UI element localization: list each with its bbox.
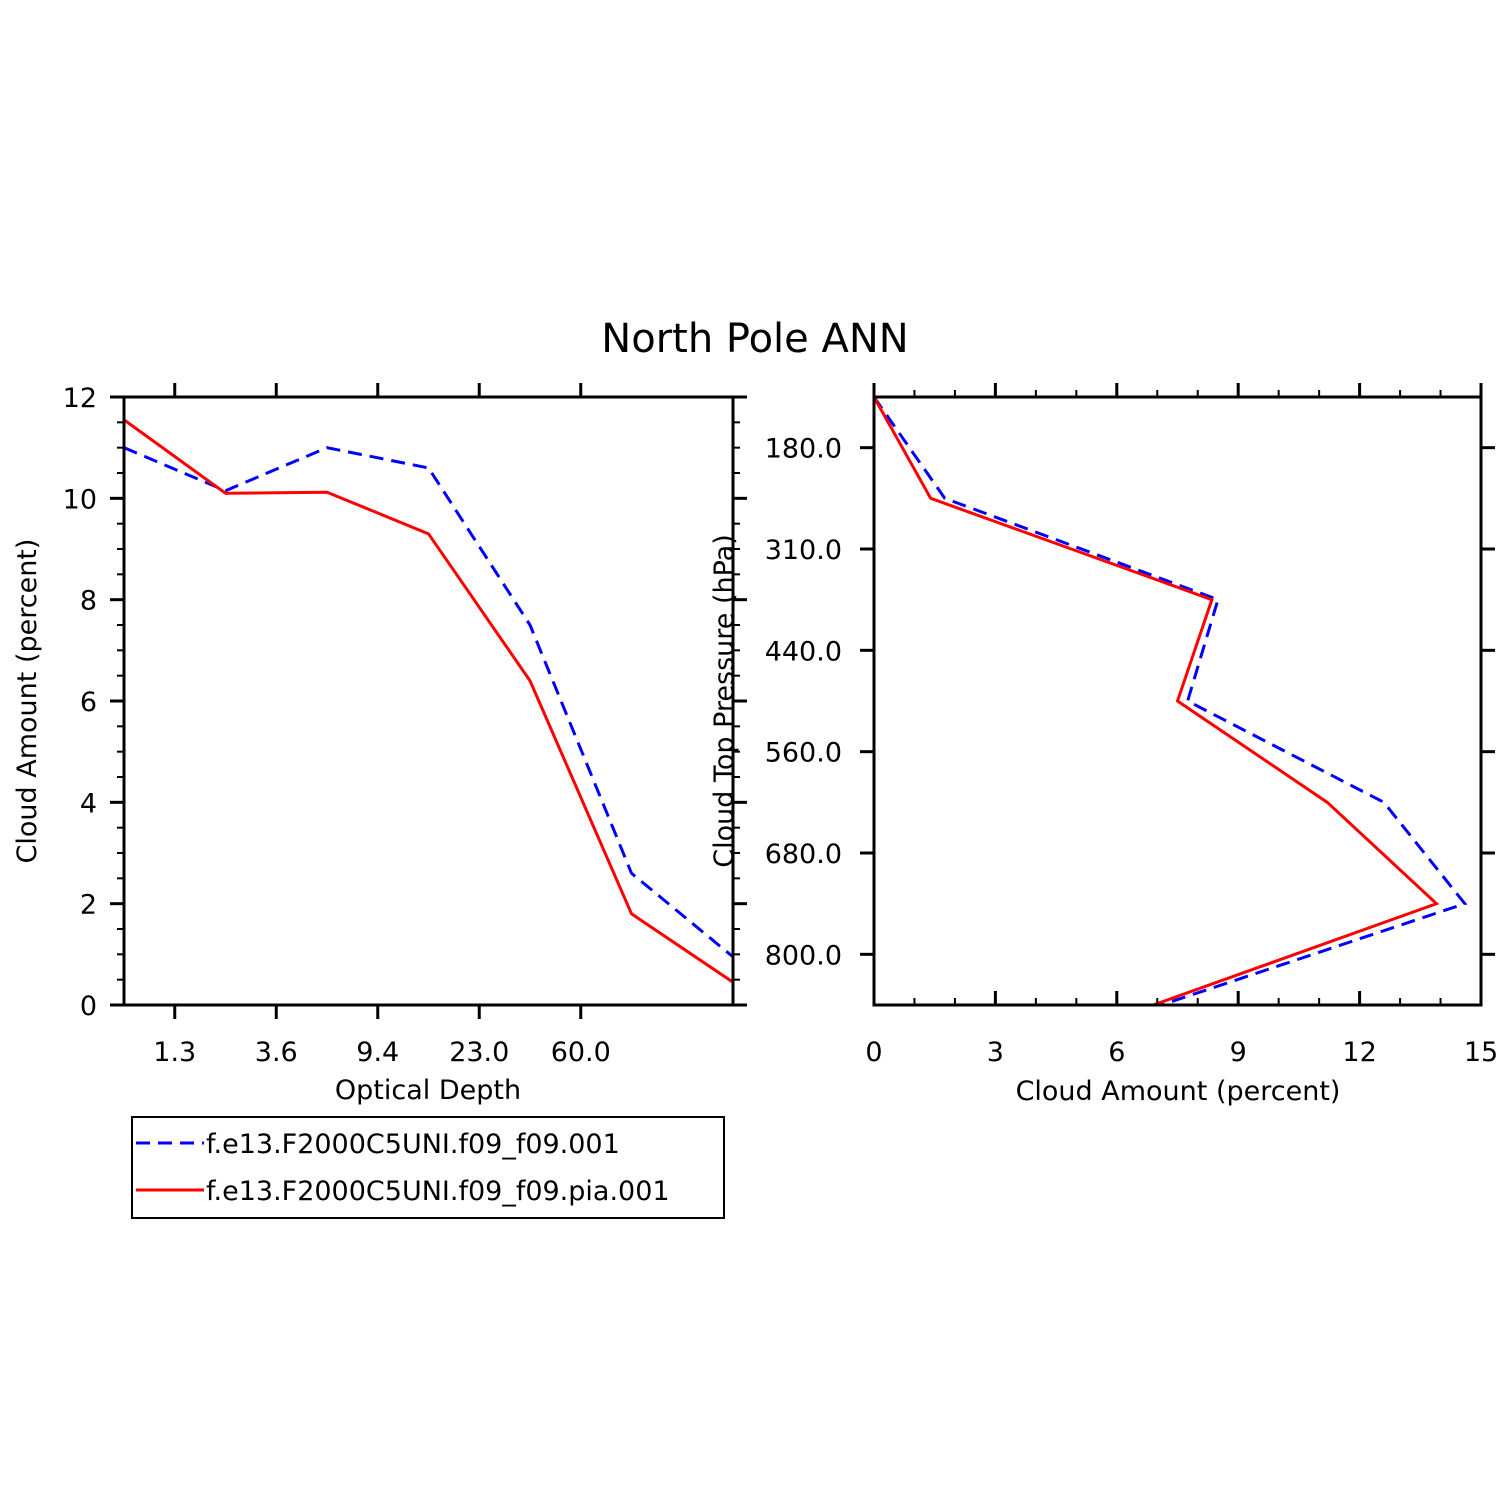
- legend-label-1: f.e13.F2000C5UNI.f09_f09.001: [206, 1129, 620, 1160]
- series-line-1: [874, 397, 1468, 1005]
- y-tick-label: 12: [63, 383, 97, 414]
- y-tick-label: 440.0: [765, 636, 842, 667]
- x-tick-label: 3.6: [255, 1037, 298, 1068]
- cloud-top-pressure-y-axis-label: Cloud Top Pressure (hPa): [709, 534, 740, 868]
- x-tick-label: 15: [1464, 1037, 1498, 1068]
- y-tick-label: 2: [80, 890, 97, 921]
- y-tick-label: 10: [63, 484, 97, 515]
- x-tick-label: 1.3: [153, 1037, 196, 1068]
- optical-depth-panel: 0 2 4 6 8 10 12 1.3 3.6 9.4 23.0 60.0 Optical Depth…: [12, 383, 747, 1106]
- y-tick-label: 8: [80, 586, 97, 617]
- y-tick-label: 800.0: [765, 940, 842, 971]
- cloud-top-pressure-x-axis-label: Cloud Amount (percent): [1016, 1076, 1341, 1107]
- legend-box: [131, 1116, 725, 1219]
- y-tick-label: 680.0: [765, 839, 842, 870]
- figure-title: North Pole ANN: [601, 316, 908, 362]
- x-tick-label: 9: [1230, 1037, 1247, 1068]
- series-line-2: [874, 397, 1440, 1005]
- optical-depth-plot-frame: [122, 395, 735, 1007]
- cloud-top-pressure-plot-frame: [872, 395, 1483, 1007]
- series-line-2: [124, 418, 733, 984]
- y-tick-label: 6: [80, 687, 97, 718]
- optical-depth-x-axis-label: Optical Depth: [335, 1075, 521, 1106]
- series-line-1: [124, 446, 733, 959]
- legend-label-2: f.e13.F2000C5UNI.f09_f09.pia.001: [206, 1176, 670, 1207]
- x-tick-label: 6: [1108, 1037, 1125, 1068]
- x-tick-label: 23.0: [449, 1037, 509, 1068]
- optical-depth-axes: 0 2 4 6 8 10 12 1.3 3.6 9.4 23.0 60.0: [63, 383, 747, 1068]
- y-tick-label: 4: [80, 788, 97, 819]
- y-tick-label: 0: [80, 991, 97, 1022]
- legend: f.e13.F2000C5UNI.f09_f09.001 f.e13.F2000…: [131, 1116, 725, 1219]
- cloud-top-pressure-series-layer: [874, 397, 1468, 1005]
- x-tick-label: 12: [1342, 1037, 1376, 1068]
- optical-depth-series-layer: [124, 418, 733, 984]
- y-tick-label: 180.0: [765, 434, 842, 465]
- x-tick-label: 60.0: [551, 1037, 611, 1068]
- x-tick-label: 9.4: [356, 1037, 399, 1068]
- cloud-top-pressure-panel: 0 3 6 9 12 15 180.0 310.0 440.0 560.0 680.0 800.0 C…: [709, 383, 1498, 1107]
- optical-depth-y-axis-label: Cloud Amount (percent): [12, 539, 43, 864]
- cloud-top-pressure-axes: 0 3 6 9 12 15 180.0 310.0 440.0 560.0 680.0 800.0: [765, 383, 1498, 1068]
- y-tick-label: 310.0: [765, 535, 842, 566]
- x-tick-label: 3: [987, 1037, 1004, 1068]
- y-tick-label: 560.0: [765, 738, 842, 769]
- x-tick-label: 0: [865, 1037, 882, 1068]
